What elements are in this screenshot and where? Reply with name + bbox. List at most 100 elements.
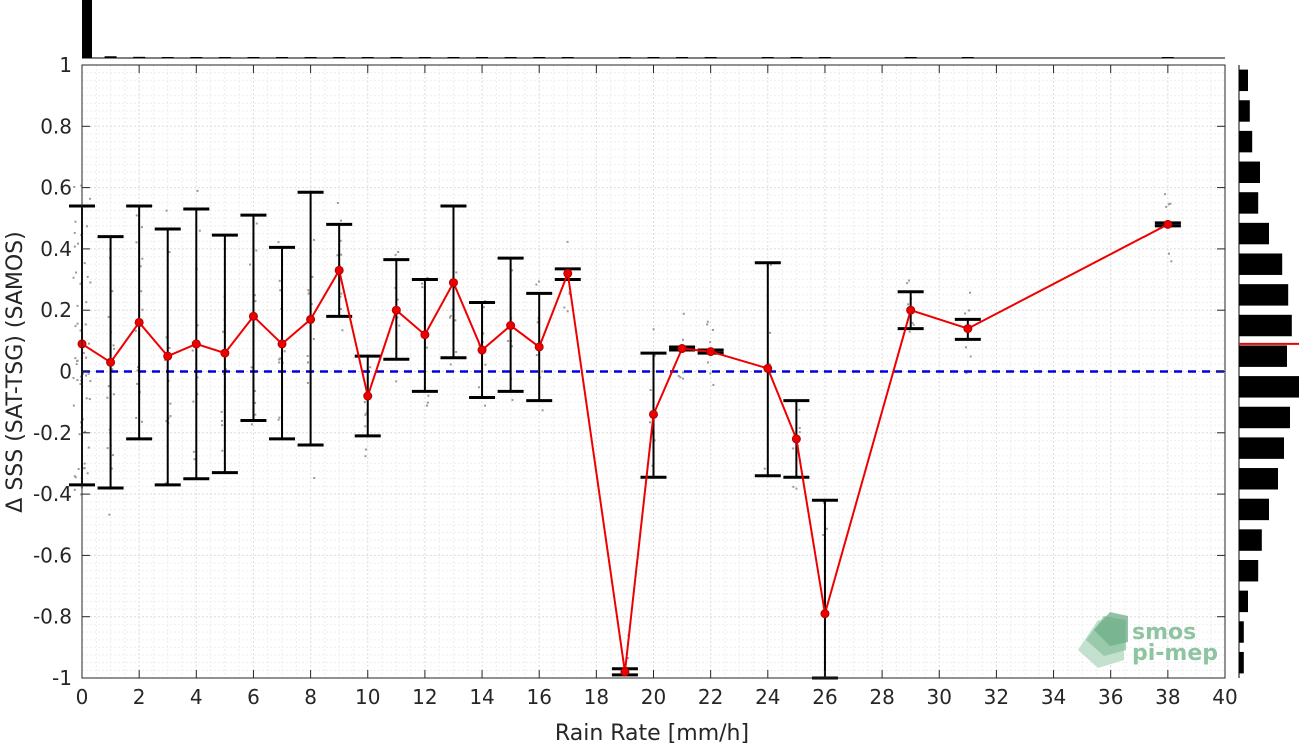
scatter-point: [306, 361, 309, 364]
scatter-point: [681, 338, 684, 341]
top-hist-bar: [704, 57, 717, 58]
scatter-point: [196, 189, 199, 192]
scatter-point: [908, 330, 911, 333]
scatter-point: [653, 354, 656, 357]
scatter-point: [482, 306, 485, 309]
x-tick-label: 24: [755, 685, 780, 709]
scatter-point: [140, 226, 143, 229]
top-hist-bar: [790, 57, 803, 58]
right-hist-bar: [1239, 468, 1278, 490]
scatter-point: [968, 309, 971, 312]
mean-point: [620, 667, 630, 677]
mean-point: [963, 324, 973, 334]
y-tick-label: -0.8: [33, 605, 72, 629]
scatter-point: [426, 401, 429, 404]
scatter-point: [278, 416, 281, 419]
scatter-point: [648, 421, 651, 424]
top-hist-bar: [504, 57, 517, 58]
scatter-point: [79, 329, 82, 332]
top-hist-bar: [761, 57, 774, 58]
scatter-point: [141, 420, 144, 423]
scatter-point: [74, 357, 77, 360]
scatter-point: [677, 374, 680, 377]
scatter-point: [74, 476, 77, 479]
scatter-point: [510, 345, 513, 348]
scatter-point: [277, 418, 280, 421]
scatter-point: [706, 323, 709, 326]
scatter-point: [80, 184, 83, 187]
scatter-point: [364, 413, 367, 416]
scatter-point: [253, 294, 256, 297]
mean-point: [420, 330, 430, 340]
top-hist-bar: [133, 56, 146, 58]
scatter-point: [79, 282, 82, 285]
top-hist-bar: [276, 57, 289, 58]
scatter-point: [394, 286, 397, 289]
mean-point: [706, 347, 716, 357]
scatter-point: [709, 341, 712, 344]
mean-point: [134, 317, 144, 327]
y-axis-label: Δ SSS (SAT-TSG) (SAMOS): [3, 231, 28, 512]
scatter-point: [89, 380, 92, 383]
top-hist-bar: [447, 57, 460, 58]
right-hist-bar: [1239, 100, 1250, 122]
scatter-point: [83, 467, 86, 470]
scatter-point: [964, 312, 967, 315]
scatter-point: [72, 276, 75, 279]
scatter-point: [75, 271, 78, 274]
scatter-point: [87, 446, 90, 449]
scatter-point: [763, 467, 766, 470]
scatter-point: [454, 319, 457, 322]
right-hist-bar: [1239, 376, 1299, 398]
scatter-point: [80, 493, 83, 496]
scatter-point: [537, 280, 540, 283]
mean-point: [477, 345, 487, 355]
scatter-point: [336, 254, 339, 257]
scatter-point: [964, 346, 967, 349]
top-hist-bar: [333, 57, 346, 58]
scatter-point: [679, 376, 682, 379]
scatter-point: [108, 513, 111, 516]
right-hist-bar: [1239, 498, 1269, 521]
scatter-point: [168, 346, 171, 349]
x-tick-label: 40: [1212, 685, 1237, 709]
scatter-point: [165, 209, 168, 212]
scatter-point: [536, 321, 539, 324]
x-tick-label: 22: [698, 685, 723, 709]
scatter-point: [709, 372, 712, 375]
scatter-point: [198, 229, 201, 232]
scatter-point: [907, 279, 910, 282]
scatter-point: [196, 324, 199, 327]
scatter-point: [798, 426, 801, 429]
mean-point: [334, 265, 344, 275]
scatter-point: [88, 398, 91, 401]
scatter-point: [482, 332, 485, 335]
scatter-point: [825, 527, 828, 530]
scatter-point: [134, 329, 137, 332]
mean-point: [448, 278, 458, 288]
scatter-point: [79, 383, 82, 386]
scatter-point: [682, 377, 685, 380]
scatter-point: [822, 533, 825, 536]
mean-point: [363, 391, 373, 401]
y-tick-label: 0: [59, 360, 72, 384]
mean-point: [791, 434, 801, 444]
scatter-point: [106, 396, 109, 399]
scatter-point: [110, 467, 113, 470]
scatter-point: [136, 382, 139, 385]
scatter-point: [86, 275, 89, 278]
scatter-point: [626, 657, 629, 660]
scatter-point: [220, 419, 223, 422]
right-hist-bar: [1239, 314, 1292, 337]
mean-point: [277, 339, 287, 349]
scatter-point: [369, 366, 372, 369]
x-tick-label: 2: [133, 685, 146, 709]
x-tick-label: 32: [984, 685, 1009, 709]
scatter-point: [169, 415, 172, 418]
scatter-point: [112, 393, 115, 396]
scatter-point: [83, 430, 86, 433]
scatter-point: [277, 241, 280, 244]
scatter-point: [192, 400, 195, 403]
scatter-point: [395, 380, 398, 383]
scatter-point: [254, 413, 257, 416]
